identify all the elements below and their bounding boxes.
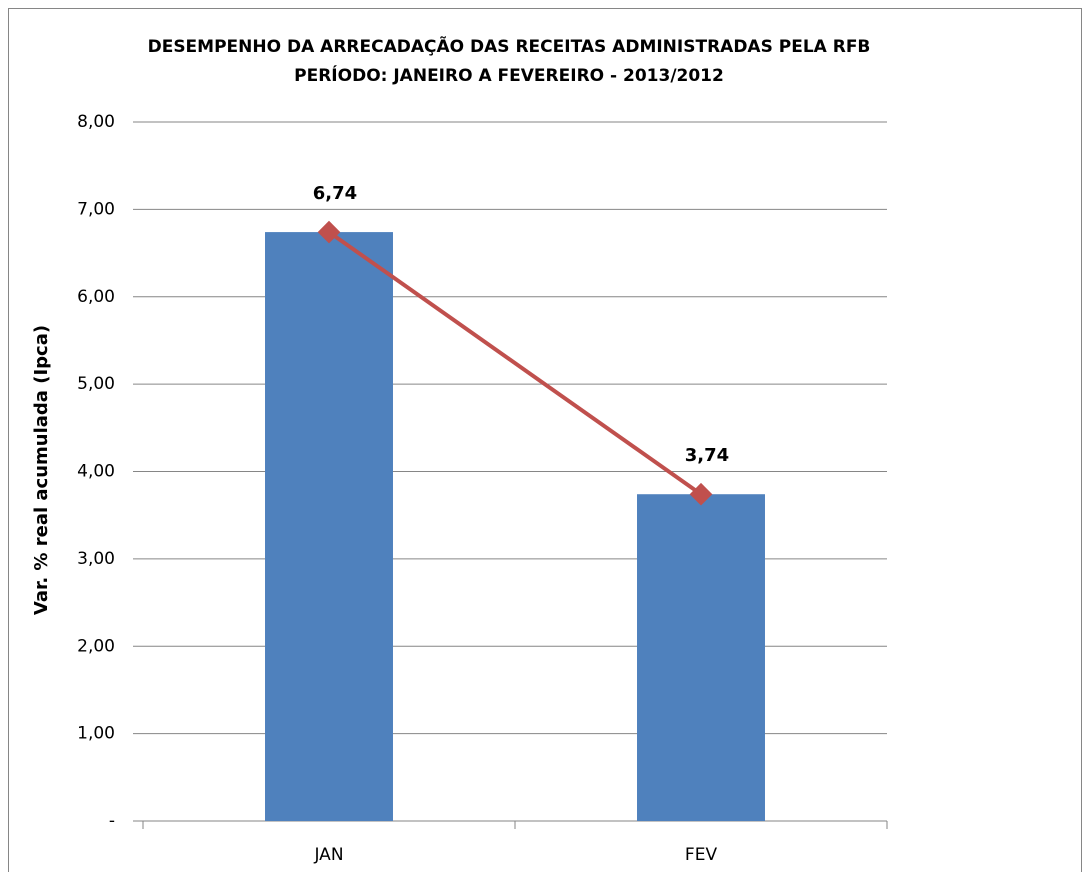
y-tick-label: 3,00	[77, 549, 115, 569]
bar	[265, 232, 393, 821]
line	[327, 230, 703, 496]
y-axis-label: Var. % real acumulada (Ipca)	[31, 325, 52, 615]
y-tick-label: -	[109, 811, 115, 831]
x-tick-label: JAN	[313, 845, 343, 865]
bar	[637, 494, 765, 821]
chart-title: DESEMPENHO DA ARRECADAÇÃO DAS RECEITAS A…	[148, 34, 871, 57]
data-label: 3,74	[685, 445, 729, 466]
y-tick-label: 2,00	[77, 636, 115, 656]
x-tick-label: FEV	[685, 845, 718, 865]
marker	[689, 482, 713, 506]
data-label: 6,74	[313, 183, 357, 204]
y-tick-label: 4,00	[77, 462, 115, 482]
y-tick-label: 7,00	[77, 199, 115, 219]
chart-subtitle: PERÍODO: JANEIRO A FEVEREIRO - 2013/2012	[294, 64, 724, 86]
y-tick-label: 5,00	[77, 374, 115, 394]
chart-frame	[8, 8, 1082, 872]
y-tick-label: 1,00	[77, 724, 115, 744]
y-tick-label: 8,00	[77, 112, 115, 132]
y-tick-label: 6,00	[77, 287, 115, 307]
